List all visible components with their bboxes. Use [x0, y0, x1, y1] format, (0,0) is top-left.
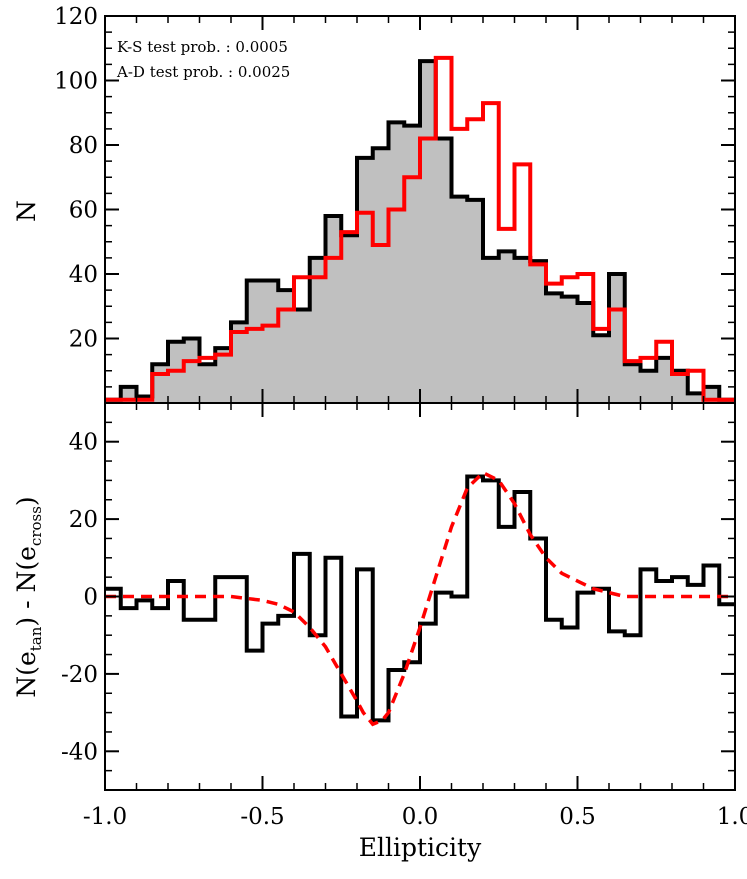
- histogram-panel: 20 40 60 80 100 120 K-S test prob. : 0.0005 A…: [12, 4, 736, 404]
- difference-plot-area: [105, 470, 735, 727]
- x-tick-label: -0.5: [240, 804, 284, 830]
- y-tick-label: 120: [54, 4, 98, 30]
- y-tick-label: 100: [54, 69, 98, 95]
- histogram-plot-area: [105, 55, 735, 404]
- histogram-step-series-2: [105, 55, 735, 402]
- ks-test-annotation: K-S test prob. : 0.0005: [117, 38, 288, 56]
- histogram-ticks: 20 40 60 80 100 120: [54, 4, 735, 388]
- y-tick-label: 0: [83, 585, 98, 611]
- y-tick-label: 60: [69, 198, 98, 224]
- y-tick-label: 40: [69, 430, 98, 456]
- histogram-fill-series-1: [105, 61, 735, 404]
- x-tick-label: 1.0: [717, 804, 747, 830]
- histogram-step-series-1: [105, 59, 735, 402]
- y-tick-label: -40: [61, 739, 98, 765]
- ylabel-part-1: N(e: [12, 651, 41, 697]
- x-tick-label: 0.0: [402, 804, 439, 830]
- ylabel-part-3: ): [12, 496, 41, 506]
- ylabel-part-2: ) - N(e: [12, 546, 41, 627]
- y-tick-label: 80: [69, 133, 98, 159]
- ylabel-sub-tan: tan: [27, 626, 45, 651]
- x-tick-label: 0.5: [559, 804, 596, 830]
- ad-test-annotation: A-D test prob. : 0.0025: [116, 63, 290, 81]
- difference-y-axis-title: N(etan) - N(ecross): [12, 496, 45, 697]
- y-tick-label: 20: [69, 327, 98, 353]
- difference-ticks: -40 -20 0 20 40 -1.0 -0.5 0.0 0.5 1.0: [61, 16, 747, 830]
- difference-panel: -40 -20 0 20 40 -1.0 -0.5 0.0 0.5 1.0 Ellipticity…: [12, 16, 747, 862]
- y-tick-label: 20: [69, 507, 98, 533]
- difference-model-curve: [105, 470, 735, 727]
- y-tick-label: 40: [69, 262, 98, 288]
- histogram-y-axis-title: N: [12, 200, 41, 222]
- y-tick-label: -20: [61, 662, 98, 688]
- x-tick-label: -1.0: [83, 804, 127, 830]
- x-axis-title: Ellipticity: [359, 833, 482, 862]
- difference-step-series: [105, 474, 735, 723]
- ylabel-sub-cross: cross: [27, 506, 45, 546]
